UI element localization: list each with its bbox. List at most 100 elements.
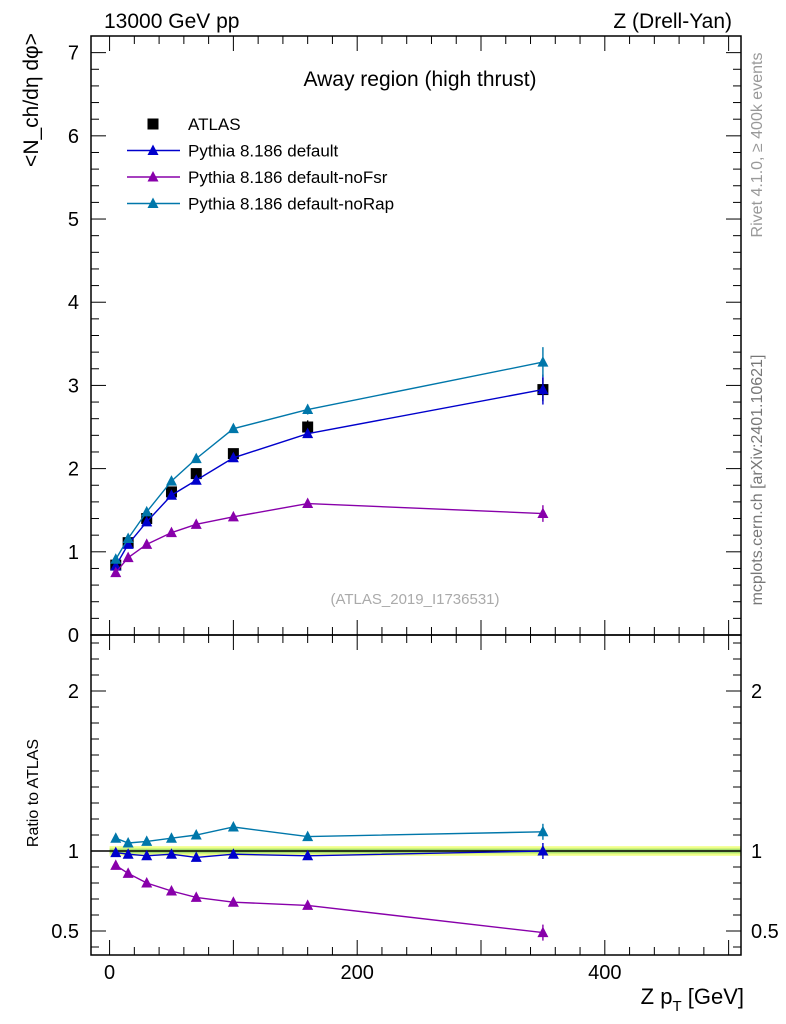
ratio-data-point [141, 849, 153, 861]
ratio-data-point [110, 846, 122, 858]
x-axis-label: Z pT [GeV] [641, 984, 744, 1015]
ratio-series-2 [110, 821, 549, 848]
data-point [122, 551, 134, 563]
ratio-data-point [165, 832, 177, 843]
data-point [165, 526, 177, 538]
ratio-data-point [141, 835, 153, 846]
legend-item: Pythia 8.186 default-noFsr [127, 168, 388, 187]
legend-label: ATLAS [188, 115, 241, 134]
data-point [110, 566, 122, 578]
series-line [115, 388, 544, 567]
ratio-band-layer [91, 846, 742, 856]
data-point [227, 510, 239, 522]
data-point [227, 451, 239, 463]
ratio-data-point [227, 821, 239, 832]
data-point [122, 538, 134, 549]
ratio-data-point [227, 848, 239, 859]
ratio-y-tick-label: 1 [68, 841, 79, 863]
top-axis-ticks: 0 1 2 3 4 5 6 7 [68, 36, 741, 647]
ratio-y-tick-label-right: 0.5 [751, 921, 779, 943]
data-point [122, 532, 134, 543]
top-series-layer [110, 347, 549, 578]
top-y-tick-label: 0 [68, 625, 79, 647]
x-axis-label-main: Z p [641, 984, 673, 1009]
ratio-data-point [122, 848, 134, 859]
series-line [115, 361, 544, 560]
legend-marker [147, 171, 159, 182]
data-point [537, 383, 549, 395]
x-axis-label-sub: T [672, 998, 681, 1015]
rivet-label: Rivet 4.1.0, ≥ 400k events [749, 53, 766, 238]
ratio-data-point [165, 848, 177, 859]
data-point [141, 515, 153, 527]
data-point [302, 497, 314, 509]
data-point [190, 468, 202, 480]
ratio-data-point [141, 877, 153, 888]
ratio-y-tick-label: 0.5 [51, 921, 79, 943]
x-tick-label: 200 [341, 962, 374, 984]
legend-marker [147, 144, 159, 155]
ratio-data-point [537, 926, 549, 938]
header-right: Z (Drell-Yan) [613, 10, 732, 33]
ratio-y-tick-label: 2 [68, 681, 79, 703]
ratio-series-0 [110, 843, 549, 862]
series-0 [110, 377, 549, 571]
ratio-data-point [110, 859, 122, 870]
ratio-data-point [165, 885, 177, 896]
ratio-data-point [190, 829, 202, 840]
ratio-series-line [115, 826, 543, 844]
data-point [141, 538, 153, 549]
legend-marker [147, 197, 159, 208]
legend-label: Pythia 8.186 default-noFsr [188, 168, 388, 187]
data-point [190, 452, 202, 464]
ratio-series-line [115, 864, 543, 934]
legend: ATLAS Pythia 8.186 default Pythia 8.186 de… [127, 115, 394, 214]
ratio-data-point [122, 867, 134, 878]
series-1 [110, 374, 549, 571]
top-y-tick-label: 5 [68, 209, 79, 231]
ratio-axis-ticks: 0.5 0.5 1 1 2 2 0 200 400 [51, 635, 779, 984]
ratio-data-point [190, 891, 202, 902]
ratio-data-point [190, 851, 202, 862]
series-line [115, 502, 543, 574]
ratio-data-point [227, 896, 239, 907]
x-axis-label-unit: [GeV] [682, 984, 744, 1009]
data-point [190, 518, 202, 529]
legend-item: ATLAS [147, 115, 241, 134]
chart-title: Away region (high thrust) [303, 68, 536, 91]
mcplots-label: mcplots.cern.ch [arXiv:2401.10621] [749, 355, 766, 606]
data-point [165, 489, 177, 500]
ratio-data-point [537, 845, 549, 856]
data-point [190, 474, 202, 485]
legend-item: Pythia 8.186 default-noRap [127, 195, 394, 214]
x-tick-label: 400 [588, 962, 621, 984]
ratio-panel: 0.5 0.5 1 1 2 2 0 200 400 Ratio to ATLAS [25, 634, 779, 984]
x-tick-label: 0 [104, 962, 115, 984]
data-point [537, 507, 549, 519]
top-y-tick-label: 1 [68, 542, 79, 564]
ratio-series-layer [110, 821, 549, 941]
data-point [302, 403, 314, 415]
data-point [227, 422, 239, 434]
ratio-data-point [110, 832, 122, 843]
ratio-data-point [302, 899, 314, 910]
legend-marker [147, 118, 159, 130]
series-3 [110, 347, 549, 564]
top-y-tick-label: 2 [68, 459, 79, 481]
ratio-data-point [302, 849, 314, 861]
ratio-panel-frame [90, 634, 742, 956]
data-point [302, 427, 314, 439]
top-y-tick-label: 4 [68, 292, 79, 314]
legend-item: Pythia 8.186 default [127, 142, 339, 161]
ratio-y-axis-label: Ratio to ATLAS [25, 739, 42, 847]
ratio-data-point [122, 837, 134, 848]
series-2 [110, 497, 549, 578]
data-point [537, 356, 549, 367]
main-panel: 0 1 2 3 4 5 6 7 Away region (high thrust) (ATLA… [20, 33, 742, 647]
data-point [110, 553, 122, 564]
analysis-tag: (ATLAS_2019_I1736531) [330, 591, 499, 608]
ratio-y-tick-label-right: 2 [751, 681, 762, 703]
top-y-axis-label: <N_ch/dη dφ> [20, 33, 43, 167]
ratio-data-point [302, 830, 314, 842]
